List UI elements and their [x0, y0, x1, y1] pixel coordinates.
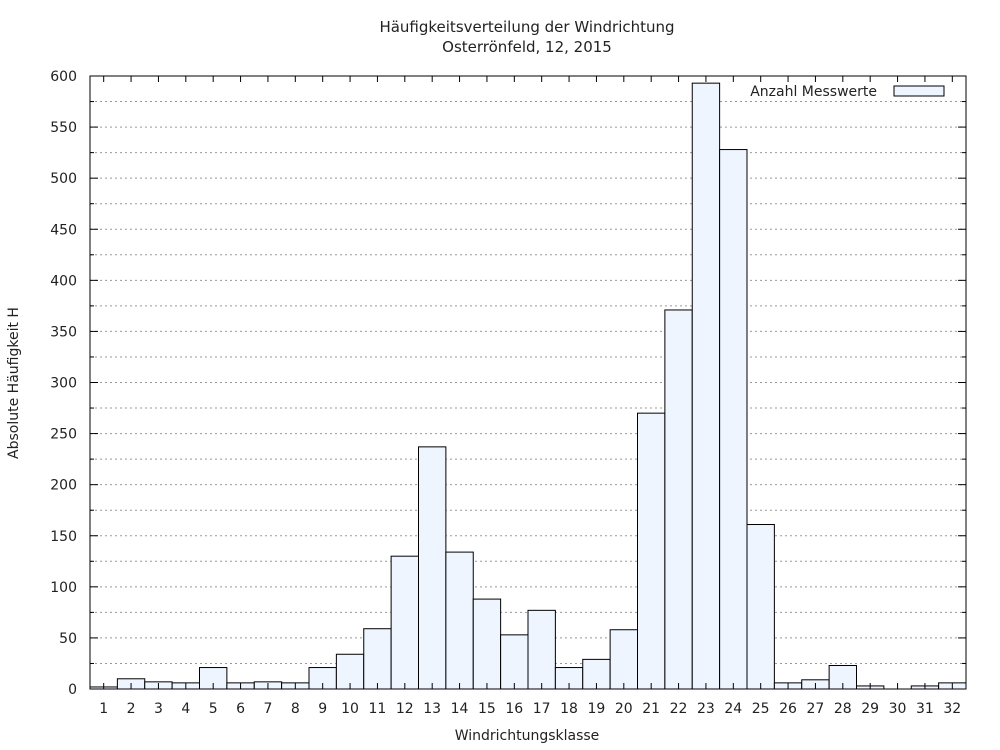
- x-tick-label: 7: [263, 701, 272, 717]
- y-tick-label: 500: [50, 171, 77, 187]
- x-tick-label: 28: [834, 701, 852, 717]
- bar: [664, 309, 693, 690]
- y-tick-label: 550: [50, 120, 77, 136]
- x-tick-label: 2: [127, 701, 136, 717]
- x-tick-label: 31: [916, 701, 934, 717]
- bar: [746, 524, 775, 690]
- x-tick-label: 12: [396, 701, 414, 717]
- x-tick-label: 25: [752, 701, 770, 717]
- bar: [527, 609, 556, 690]
- x-tick-label: 4: [181, 701, 190, 717]
- bar: [363, 628, 392, 690]
- x-tick-label: 24: [724, 701, 742, 717]
- x-axis: 1 2 3 4 5 6 7 8 9 10 11 12 13 14 15 16 17 18 19 20 21 22 23 24 2…: [99, 76, 961, 717]
- x-tick-label: 22: [670, 701, 688, 717]
- bar: [719, 149, 748, 690]
- x-tick-label: 17: [533, 701, 551, 717]
- x-tick-label: 27: [807, 701, 825, 717]
- x-tick-label: 20: [615, 701, 633, 717]
- chart-title: Häufigkeitsverteilung der Windrichtung: [379, 18, 674, 36]
- bar: [637, 412, 666, 690]
- y-tick-label: 300: [50, 376, 77, 392]
- x-tick-label: 26: [779, 701, 797, 717]
- bar: [418, 446, 447, 690]
- bar: [472, 598, 502, 690]
- bar: [390, 555, 419, 690]
- legend: Anzahl Messwerte: [750, 84, 945, 100]
- x-tick-label: 15: [478, 701, 496, 717]
- grid-lines: [90, 101, 966, 664]
- x-tick-label: 18: [560, 701, 578, 717]
- x-tick-label: 5: [209, 701, 218, 717]
- y-tick-label: 200: [50, 478, 77, 494]
- x-tick-label: 3: [154, 701, 163, 717]
- x-tick-label: 1: [99, 701, 108, 717]
- y-axis: 0 50 100 150 200 250 300 350 400 450 500 550 600: [50, 69, 966, 698]
- bar: [609, 629, 638, 690]
- legend-label: Anzahl Messwerte: [750, 84, 877, 100]
- bar-series: [89, 82, 967, 690]
- x-tick-label: 13: [423, 701, 441, 717]
- y-tick-label: 450: [50, 222, 77, 238]
- y-tick-label: 600: [50, 69, 77, 85]
- y-tick-label: 50: [59, 631, 77, 647]
- x-tick-label: 19: [588, 701, 606, 717]
- x-axis-title: Windrichtungsklasse: [455, 728, 600, 744]
- x-tick-label: 9: [318, 701, 327, 717]
- x-tick-label: 23: [697, 701, 715, 717]
- x-tick-label: 32: [943, 701, 961, 717]
- bar: [691, 82, 721, 690]
- bar: [500, 634, 529, 690]
- legend-swatch: [893, 85, 945, 97]
- y-tick-label: 350: [50, 324, 77, 340]
- bar: [445, 551, 474, 690]
- x-tick-label: 11: [369, 701, 387, 717]
- x-tick-label: 29: [861, 701, 879, 717]
- x-tick-label: 30: [889, 701, 907, 717]
- x-tick-label: 6: [236, 701, 245, 717]
- x-tick-label: 16: [505, 701, 523, 717]
- y-tick-label: 100: [50, 580, 77, 596]
- chart-subtitle: Osterrönfeld, 12, 2015: [442, 38, 612, 56]
- y-tick-label: 250: [50, 427, 77, 443]
- y-axis-title: Absolute Häufigkeit H: [6, 307, 22, 459]
- y-tick-label: 150: [50, 529, 77, 545]
- y-tick-label: 0: [68, 682, 77, 698]
- x-tick-label: 21: [642, 701, 660, 717]
- x-tick-label: 14: [451, 701, 469, 717]
- y-tick-label: 400: [50, 273, 77, 289]
- x-tick-label: 8: [291, 701, 300, 717]
- x-tick-label: 10: [341, 701, 359, 717]
